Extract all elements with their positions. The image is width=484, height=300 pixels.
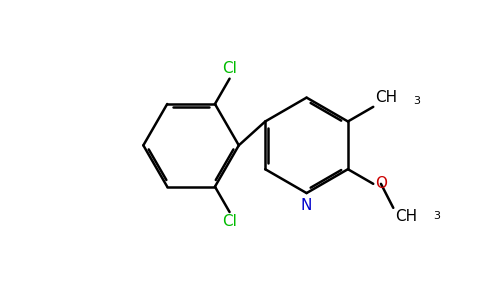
Text: CH: CH (395, 209, 417, 224)
Text: 3: 3 (413, 96, 420, 106)
Text: N: N (301, 198, 312, 213)
Text: CH: CH (375, 89, 397, 104)
Text: Cl: Cl (222, 61, 237, 76)
Text: Cl: Cl (222, 214, 237, 229)
Text: O: O (375, 176, 387, 191)
Text: 3: 3 (433, 211, 440, 221)
